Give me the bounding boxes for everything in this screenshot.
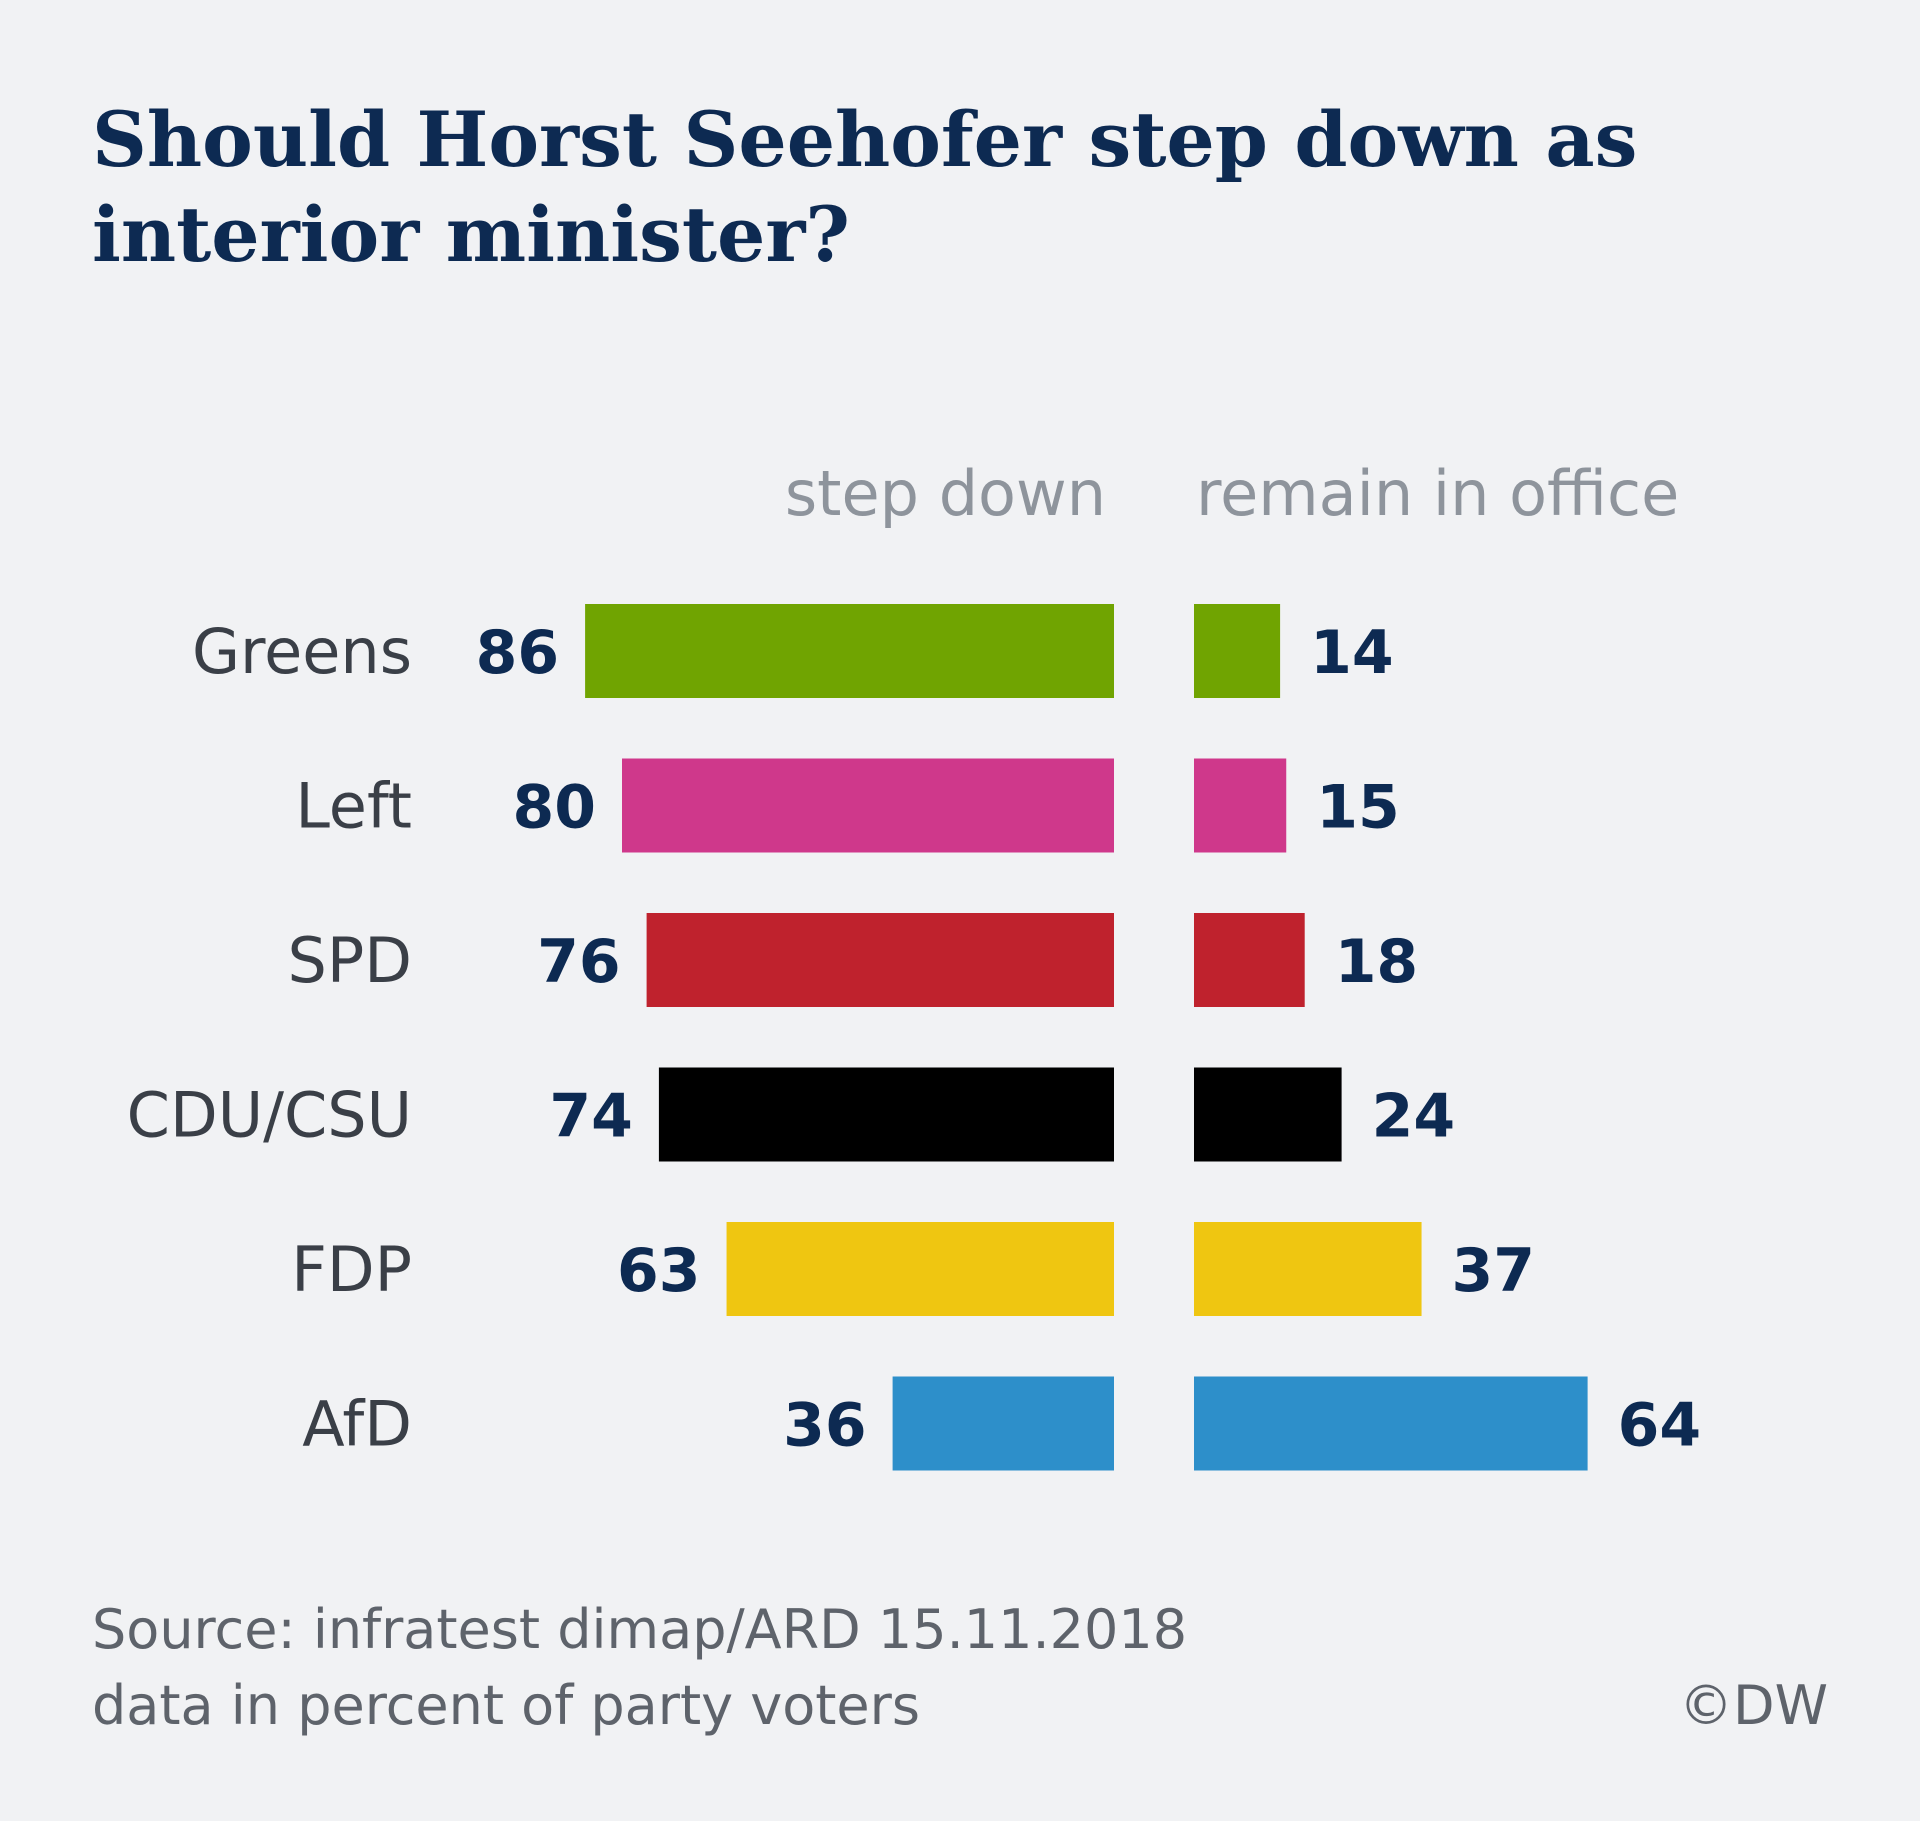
- category-label-cdu-csu: CDU/CSU: [127, 1079, 412, 1152]
- bar-step-down-afd: [892, 1376, 1114, 1471]
- credit-label: ©DW: [1679, 1674, 1828, 1737]
- bar-step-down-spd: [646, 913, 1114, 1007]
- column-header-step-down: step down: [785, 457, 1106, 530]
- bar-remain-in-office-spd: [1194, 913, 1305, 1007]
- category-label-left: Left: [295, 770, 412, 843]
- column-header-remain-in-office: remain in office: [1196, 457, 1679, 530]
- value-label-remain-in-office-fdp: 37: [1452, 1236, 1536, 1306]
- value-label-step-down-afd: 36: [783, 1391, 867, 1461]
- category-label-fdp: FDP: [291, 1233, 412, 1306]
- bar-remain-in-office-cdu-csu: [1194, 1067, 1342, 1162]
- value-label-step-down-left: 80: [513, 773, 597, 843]
- value-label-step-down-fdp: 63: [617, 1236, 701, 1306]
- bar-remain-in-office-greens: [1194, 604, 1281, 698]
- source-note: Source: infratest dimap/ARD 15.11.2018 d…: [92, 1598, 1204, 1737]
- source-line-1: Source: infratest dimap/ARD 15.11.2018: [92, 1598, 1187, 1661]
- source-line-2: data in percent of party voters: [92, 1674, 920, 1737]
- bar-remain-in-office-afd: [1194, 1376, 1588, 1471]
- category-label-greens: Greens: [192, 615, 412, 688]
- value-label-step-down-greens: 86: [476, 618, 560, 688]
- category-label-spd: SPD: [288, 924, 412, 997]
- chart-title: Should Horst Seehofer step down as inter…: [92, 95, 1664, 279]
- bar-step-down-fdp: [726, 1222, 1114, 1316]
- category-label-afd: AfD: [302, 1388, 412, 1461]
- bar-step-down-greens: [585, 604, 1114, 698]
- bar-step-down-left: [622, 758, 1114, 853]
- value-label-step-down-spd: 76: [537, 927, 621, 997]
- bar-remain-in-office-left: [1194, 758, 1287, 853]
- value-label-step-down-cdu-csu: 74: [549, 1082, 633, 1152]
- value-label-remain-in-office-spd: 18: [1335, 927, 1419, 997]
- bar-step-down-cdu-csu: [658, 1067, 1114, 1162]
- chart-title-line-1: Should Horst Seehofer step down as: [92, 95, 1637, 184]
- value-label-remain-in-office-greens: 14: [1310, 618, 1394, 688]
- bars-group: Greens 86 14 Left 80 15 SPD 76 18 CDU/CSU 74 24 FDP 6…: [127, 604, 1701, 1471]
- chart-title-line-2: interior minister?: [92, 190, 850, 279]
- value-label-remain-in-office-left: 15: [1316, 773, 1400, 843]
- value-label-remain-in-office-afd: 64: [1618, 1391, 1702, 1461]
- bar-remain-in-office-fdp: [1194, 1222, 1422, 1316]
- value-label-remain-in-office-cdu-csu: 24: [1372, 1082, 1456, 1152]
